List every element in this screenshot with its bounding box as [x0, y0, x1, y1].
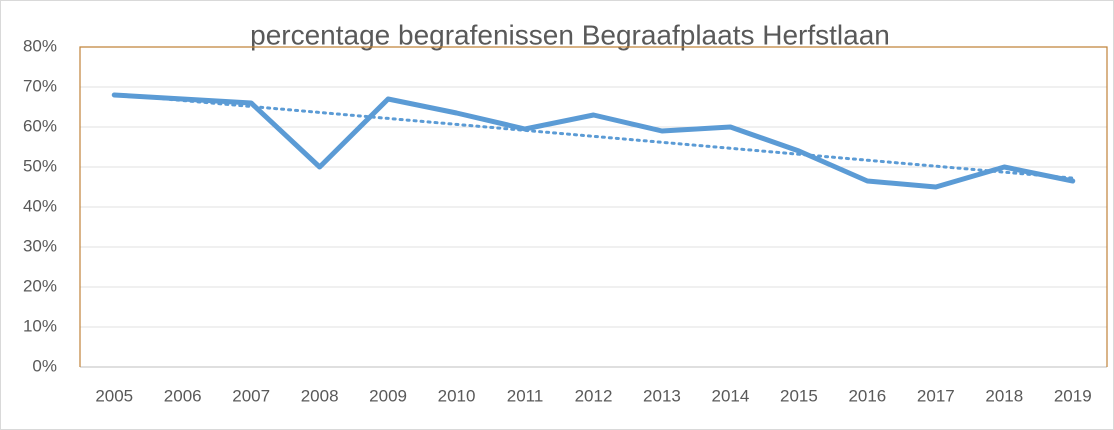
x-tick-label: 2013 [643, 386, 681, 405]
y-tick-label: 80% [23, 36, 57, 55]
y-tick-label: 60% [23, 116, 57, 135]
x-tick-label: 2015 [780, 386, 818, 405]
plot-border [79, 46, 1108, 367]
x-tick-label: 2017 [917, 386, 955, 405]
y-tick-label: 0% [32, 356, 57, 375]
x-tick-label: 2016 [848, 386, 886, 405]
x-tick-label: 2008 [301, 386, 339, 405]
y-tick-label: 70% [23, 76, 57, 95]
x-tick-label: 2014 [712, 386, 750, 405]
x-tick-label: 2006 [164, 386, 202, 405]
y-tick-label: 10% [23, 316, 57, 335]
y-tick-label: 40% [23, 196, 57, 215]
x-tick-label: 2019 [1054, 386, 1092, 405]
x-tick-label: 2005 [95, 386, 133, 405]
x-tick-label: 2018 [985, 386, 1023, 405]
trendline [112, 93, 1075, 180]
y-tick-label: 50% [23, 156, 57, 175]
x-tick-label: 2009 [369, 386, 407, 405]
x-tick-label: 2010 [438, 386, 476, 405]
x-tick-label: 2007 [232, 386, 270, 405]
y-tick-label: 30% [23, 236, 57, 255]
x-tick-label: 2012 [575, 386, 613, 405]
chart-title: percentage begrafenissen Begraafplaats H… [250, 19, 890, 50]
y-tick-label: 20% [23, 276, 57, 295]
x-tick-label: 2011 [507, 386, 544, 405]
data-line [111, 92, 1076, 190]
